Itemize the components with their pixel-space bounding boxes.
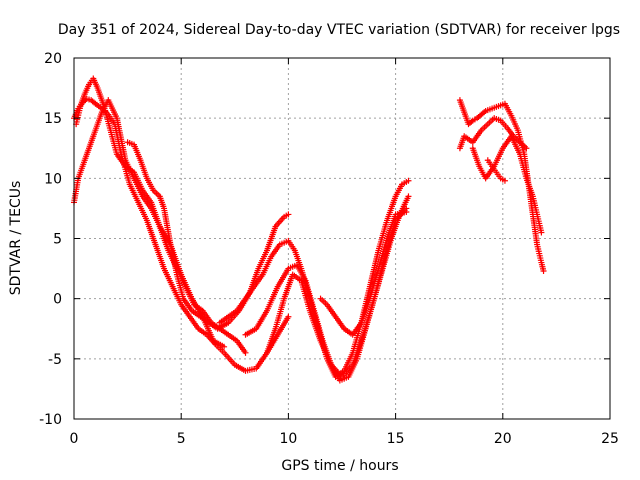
data-point — [221, 343, 228, 350]
data-point — [403, 209, 410, 216]
data-points — [71, 75, 547, 384]
y-tick-label: 5 — [53, 232, 62, 248]
chart-title: Day 351 of 2024, Sidereal Day-to-day VTE… — [58, 22, 620, 38]
y-tick-label: 10 — [44, 171, 62, 187]
y-tick-label: 15 — [44, 111, 62, 127]
series-track-g — [263, 205, 410, 380]
data-point — [538, 229, 545, 236]
y-tick-label: 0 — [53, 292, 62, 308]
x-tick-label: 5 — [177, 431, 186, 447]
series-track-d — [124, 139, 292, 332]
y-axis-label: SDTVAR / TECUs — [8, 181, 24, 296]
x-tick-label: 10 — [279, 431, 297, 447]
x-axis-label: GPS time / hours — [281, 458, 398, 474]
data-point — [405, 193, 412, 200]
data-point — [285, 211, 292, 218]
data-point — [405, 177, 412, 184]
x-tick-label: 25 — [601, 431, 619, 447]
data-point — [523, 145, 530, 152]
x-tick-label: 15 — [387, 431, 405, 447]
x-tick-label: 20 — [494, 431, 512, 447]
axis-ticks: 0 5 10 15 20 25 -10 -5 0 5 10 15 20 — [39, 51, 619, 447]
grid-lines — [74, 58, 610, 419]
data-point — [501, 177, 508, 184]
data-point — [285, 313, 292, 320]
data-point — [540, 267, 547, 274]
series-track-h — [317, 209, 410, 338]
x-tick-label: 0 — [70, 431, 79, 447]
y-tick-label: 20 — [44, 51, 62, 67]
y-tick-label: -10 — [39, 412, 62, 428]
series-track-l — [484, 157, 508, 184]
data-point — [242, 349, 249, 356]
y-tick-label: -5 — [48, 352, 62, 368]
